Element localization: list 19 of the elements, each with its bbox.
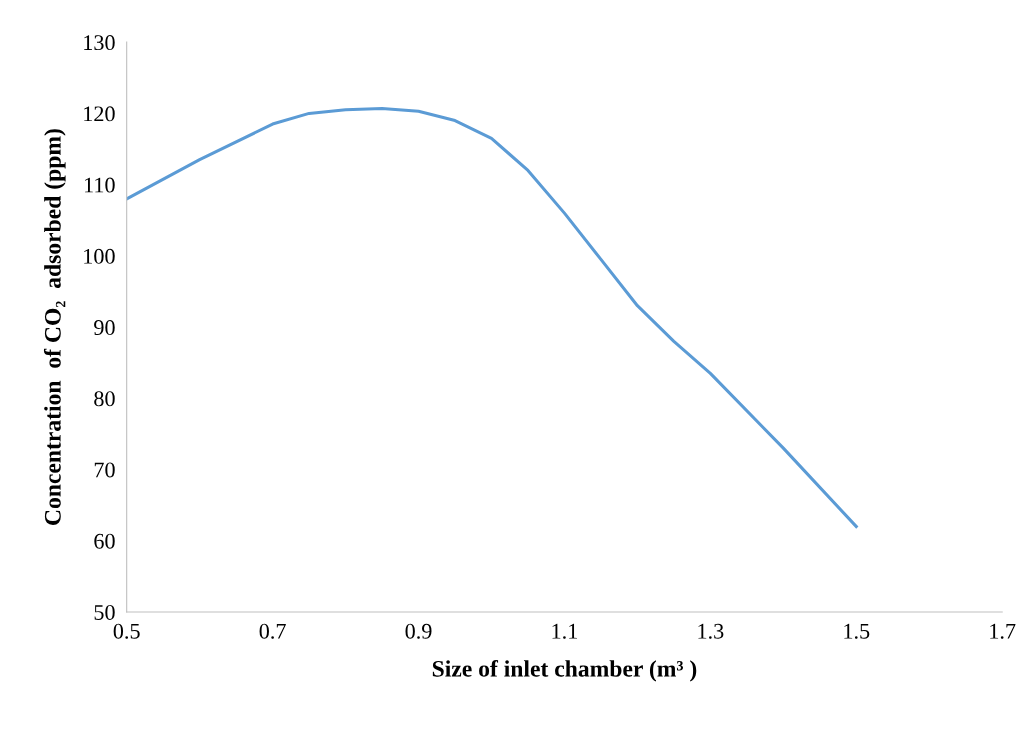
x-tick-label: 0.5 bbox=[113, 623, 140, 639]
y-tick-label: 80 bbox=[94, 391, 115, 407]
x-tick-label: 1.1 bbox=[552, 623, 577, 639]
line-series bbox=[126, 106, 858, 529]
x-tick-label: 1.5 bbox=[844, 623, 870, 639]
x-tick-label: 0.9 bbox=[405, 623, 432, 639]
y-tick-label: 130 bbox=[84, 35, 115, 51]
y-tick-label: 120 bbox=[84, 106, 115, 122]
y-tick-label: 50 bbox=[94, 604, 115, 620]
x-axis-title: Size of inlet chamber (m³ ) bbox=[432, 659, 697, 682]
x-tick-label: 0.7 bbox=[259, 623, 286, 639]
y-tick-label: 110 bbox=[85, 177, 115, 193]
y-tick-label: 70 bbox=[94, 462, 115, 478]
y-tick-label: 90 bbox=[94, 320, 115, 336]
y-tick-label: 60 bbox=[94, 533, 115, 549]
y-tick-label: 100 bbox=[84, 248, 115, 264]
x-tick-label: 1.7 bbox=[990, 623, 1016, 639]
y-axis-title: Concentration of CO₂ adsorbed (ppm) bbox=[43, 129, 66, 525]
x-tick-label: 1.3 bbox=[698, 623, 724, 639]
